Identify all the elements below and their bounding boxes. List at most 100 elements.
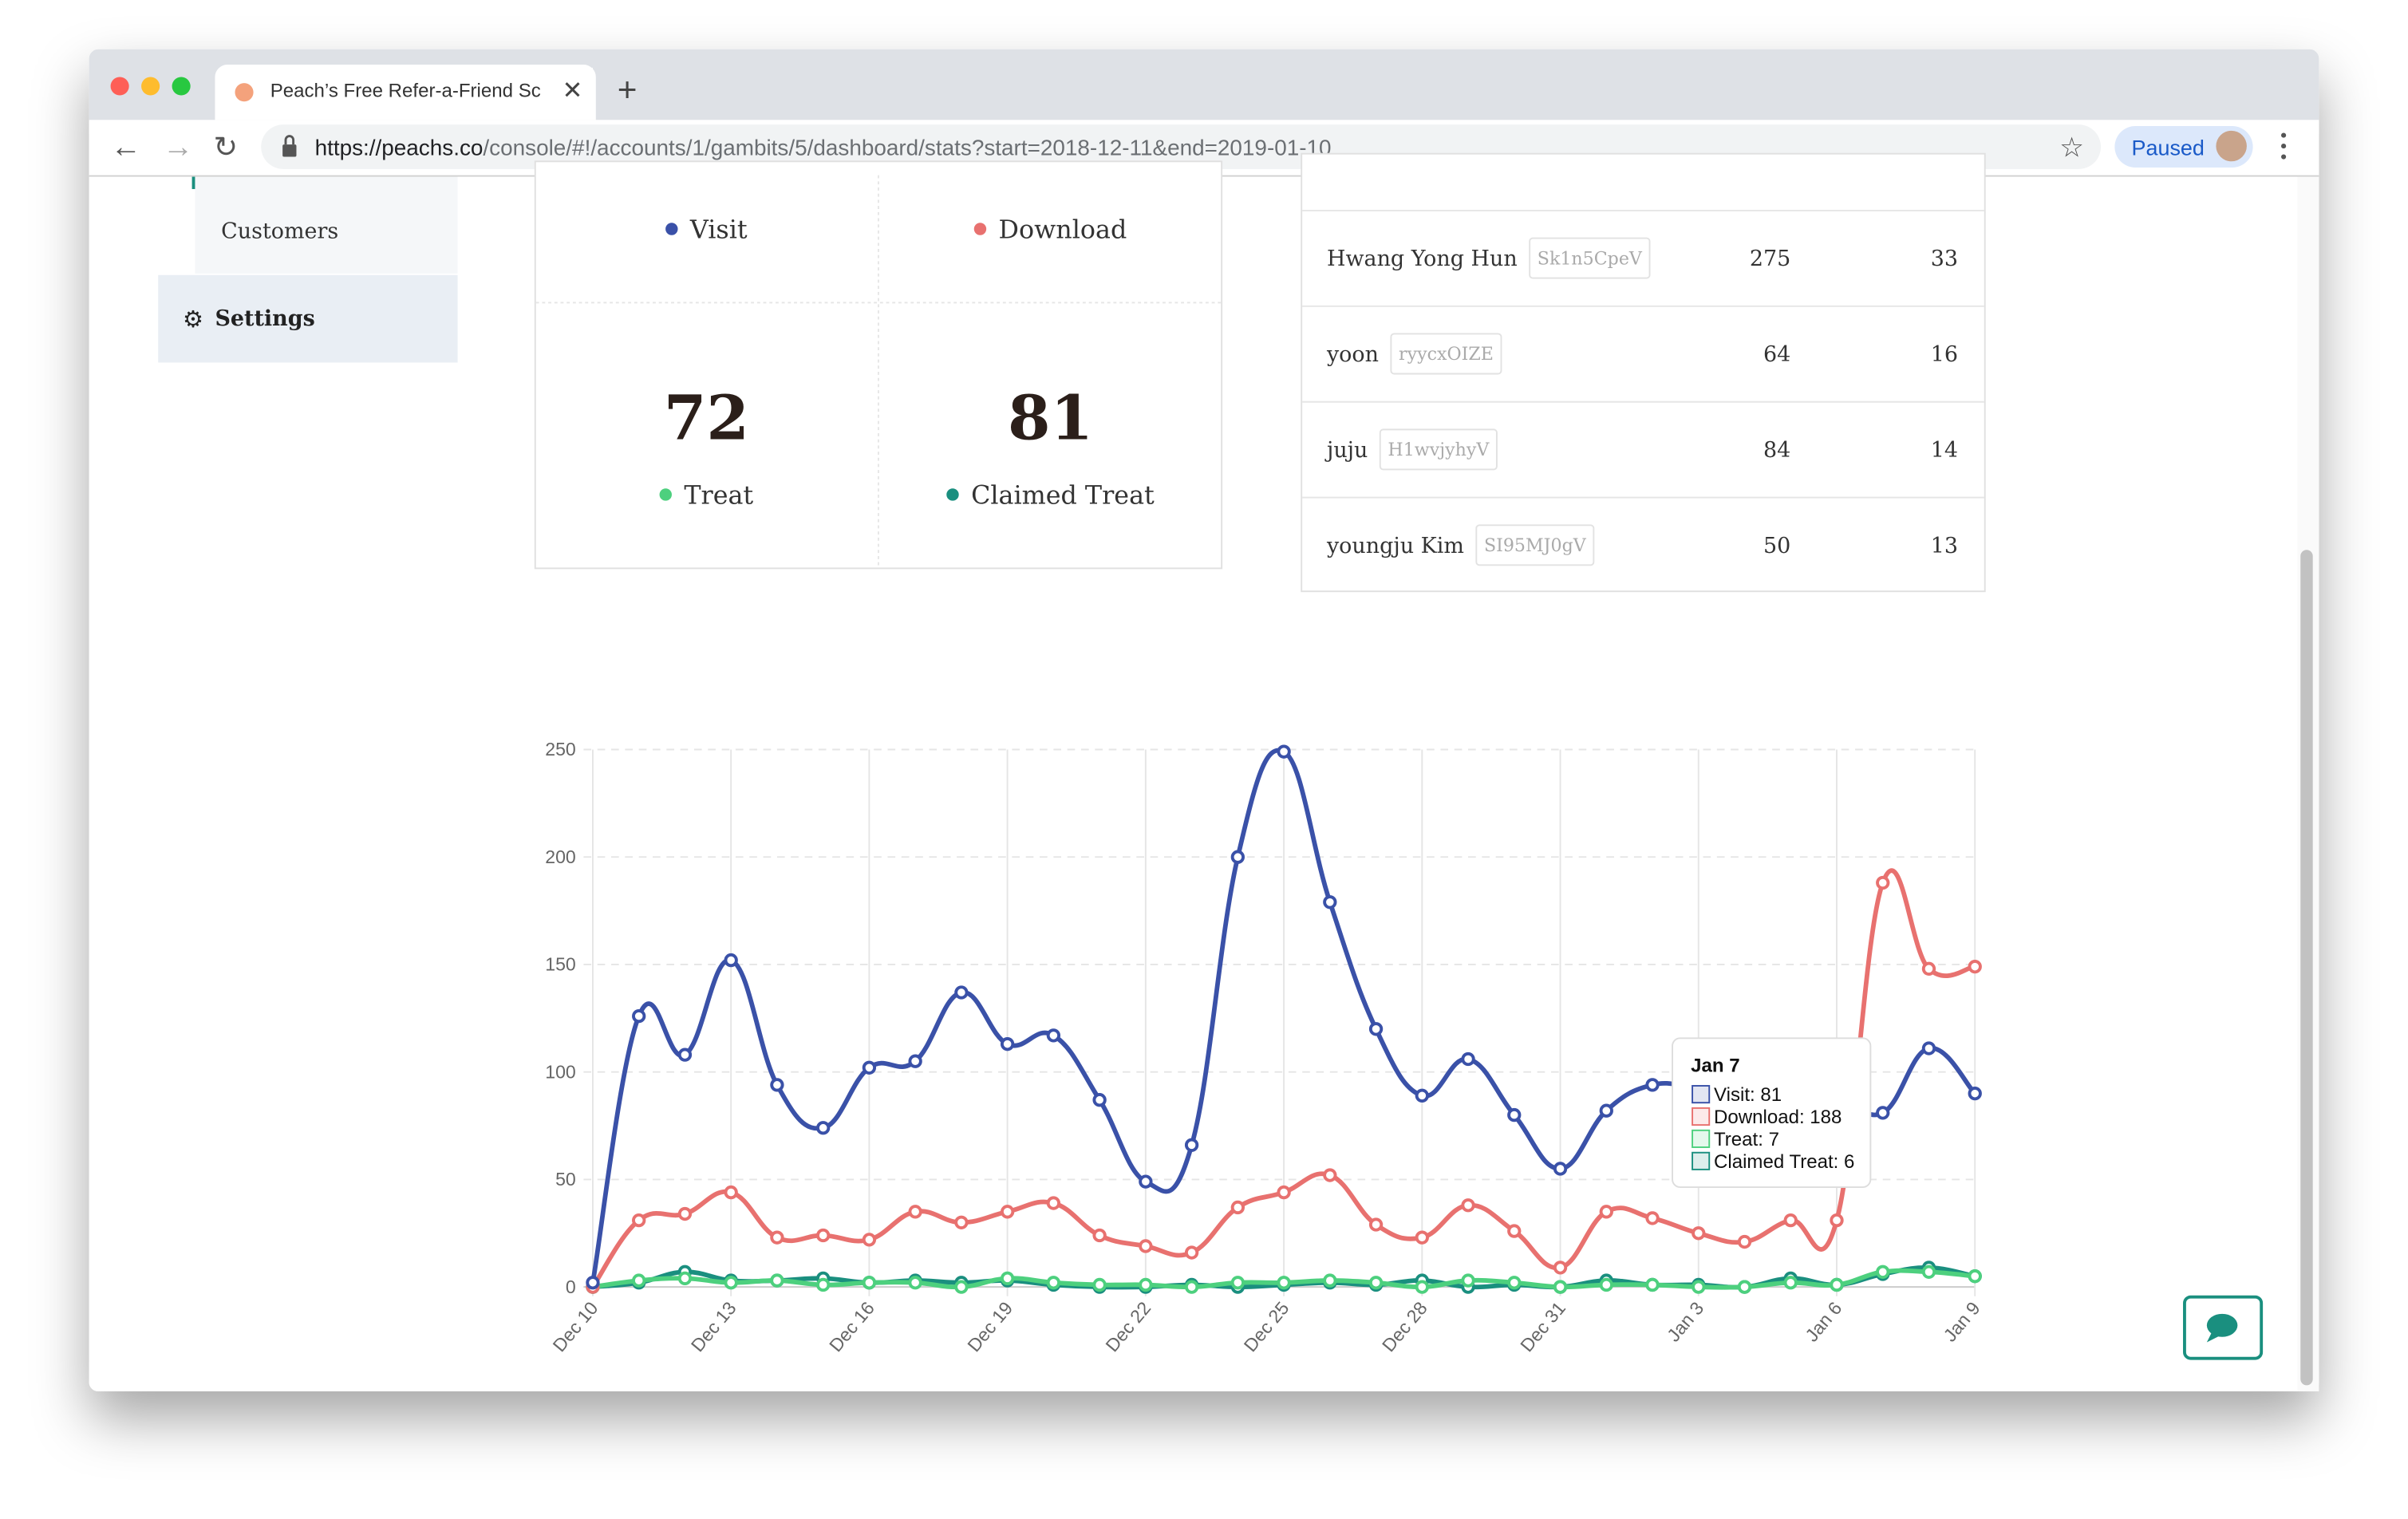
y-tick-label: 150 [545, 954, 576, 975]
data-point [910, 1277, 920, 1288]
data-point [1186, 1281, 1197, 1292]
tooltip-line: Treat: 7 [1714, 1129, 1779, 1150]
url-host: https://peachs.co [315, 136, 484, 160]
data-point [956, 987, 966, 997]
data-point [1601, 1105, 1612, 1115]
legend-dot [974, 223, 986, 235]
minimize-button[interactable] [141, 77, 160, 95]
data-point [1417, 1232, 1427, 1242]
tooltip-swatch [1692, 1108, 1709, 1125]
profile-label: Paused [2132, 136, 2205, 160]
referral-code: SI95MJ0gV [1484, 535, 1587, 556]
data-point [1094, 1230, 1104, 1241]
tooltip-title: Jan 7 [1691, 1055, 1740, 1077]
data-point [1417, 1091, 1427, 1101]
stat-value: 81 [1008, 383, 1093, 455]
table-panel: Hwang Yong HunSk1n5CpeV27533yoonryycxOIZ… [1301, 154, 1985, 592]
data-point [818, 1230, 828, 1241]
data-point [956, 1217, 966, 1228]
count: 50 [1763, 534, 1790, 558]
new-tab[interactable]: + [618, 71, 638, 108]
data-point [1233, 1202, 1243, 1213]
data-point [1233, 1277, 1243, 1288]
referral-code: H1wvjyhyV [1388, 440, 1490, 460]
data-point [864, 1063, 874, 1073]
data-point [1969, 961, 1980, 972]
data-point [1186, 1140, 1197, 1150]
data-point [725, 1277, 736, 1288]
sidebar-label: Settings [215, 306, 314, 331]
data-point [1647, 1213, 1657, 1223]
customer-name: youngju Kim [1326, 534, 1464, 558]
data-point [772, 1232, 782, 1242]
data-point [634, 1275, 644, 1285]
stat-label: Download [999, 216, 1127, 245]
y-tick-label: 100 [545, 1061, 576, 1082]
data-point [1693, 1281, 1703, 1292]
tab-title: Peach’s Free Refer-a-Friend Sc [270, 80, 541, 101]
customer-name: Hwang Yong Hun [1327, 247, 1518, 271]
data-point [772, 1275, 782, 1285]
reload-button[interactable]: ↻ [214, 131, 239, 164]
favicon [235, 83, 253, 101]
data-point [1877, 878, 1888, 888]
data-point [1233, 851, 1243, 862]
data-point [910, 1206, 920, 1217]
data-point [1509, 1225, 1519, 1236]
data-point [1831, 1215, 1842, 1225]
stat-label: Claimed Treat [971, 482, 1155, 511]
zoom-button[interactable] [172, 77, 191, 95]
tooltip-swatch [1692, 1153, 1709, 1170]
scrollbar-thumb[interactable] [2300, 550, 2312, 1385]
count: 33 [1931, 247, 1958, 271]
data-point [1693, 1228, 1703, 1238]
data-point [1324, 1275, 1335, 1285]
count: 16 [1931, 342, 1958, 367]
sidebar-indicator [192, 177, 195, 189]
tooltip-line: Claimed Treat: 6 [1714, 1151, 1854, 1173]
url-path: /console/#!/accounts/1/gambits/5/dashboa… [483, 136, 1331, 160]
data-point [956, 1281, 966, 1292]
data-point [680, 1273, 690, 1284]
data-point [818, 1122, 828, 1133]
data-point [1371, 1024, 1381, 1034]
lock-icon [282, 144, 296, 156]
tooltip-swatch [1692, 1086, 1709, 1103]
count: 14 [1931, 438, 1958, 463]
url: https://peachs.co/console/#!/accounts/1/… [315, 136, 1332, 160]
data-point [1463, 1200, 1473, 1210]
forward-button[interactable]: → [163, 130, 193, 164]
data-point [864, 1277, 874, 1288]
count: 84 [1763, 438, 1790, 463]
data-point [634, 1011, 644, 1021]
count: 275 [1750, 247, 1790, 271]
data-point [1094, 1095, 1104, 1105]
back-button[interactable]: ← [111, 130, 141, 164]
data-point [1877, 1107, 1888, 1118]
data-point [1739, 1237, 1750, 1247]
data-point [1002, 1273, 1013, 1284]
data-point [864, 1234, 874, 1245]
data-point [1786, 1277, 1796, 1288]
data-point [1417, 1281, 1427, 1292]
tab-close[interactable]: ✕ [562, 76, 582, 104]
data-point [1278, 1277, 1289, 1288]
data-point [1509, 1110, 1519, 1120]
data-point [1094, 1280, 1104, 1290]
stat-label: Treat [684, 482, 753, 511]
data-point [1371, 1219, 1381, 1229]
data-point [1924, 1267, 1934, 1277]
data-point [1969, 1088, 1980, 1099]
legend-dot [660, 488, 672, 500]
data-point [1002, 1039, 1013, 1049]
stats-panel: VisitDownload72Treat81Claimed Treat [535, 161, 1222, 568]
close-button[interactable] [111, 77, 129, 95]
data-point [634, 1215, 644, 1225]
data-point [1140, 1241, 1151, 1251]
data-point [587, 1277, 598, 1288]
bookmark-star[interactable]: ☆ [2059, 133, 2084, 164]
data-point [680, 1049, 690, 1059]
stat-label: Visit [689, 216, 748, 245]
customer-name: yoon [1326, 342, 1379, 367]
